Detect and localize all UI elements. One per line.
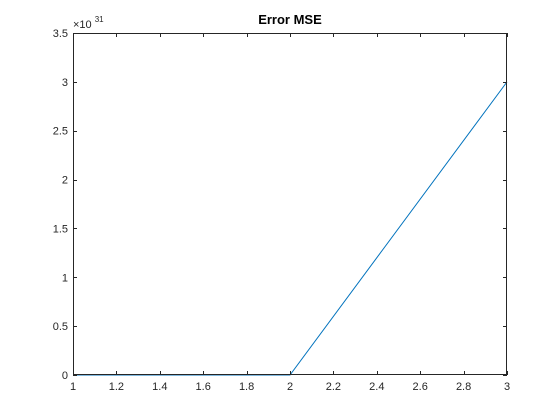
y-tick-label: 1 bbox=[62, 272, 68, 284]
chart-title: Error MSE bbox=[258, 12, 322, 27]
x-tick-label: 2.2 bbox=[326, 381, 341, 393]
y-tick-label: 3.5 bbox=[53, 28, 68, 40]
y-tick-label: 2.5 bbox=[53, 126, 68, 138]
x-tick-label: 3 bbox=[504, 381, 510, 393]
y-axis-exponent-base: ×10 bbox=[73, 19, 92, 31]
y-axis: 0 0.5 1 1.5 2 2.5 3 3.5 bbox=[53, 28, 507, 382]
x-tick-label: 2.8 bbox=[456, 381, 471, 393]
x-axis: 1 1.2 1.4 1.6 1.8 2 2.2 2.4 2.6 2.8 3 bbox=[70, 33, 510, 393]
plot-area bbox=[73, 33, 507, 375]
x-tick-label: 1.2 bbox=[109, 381, 124, 393]
x-tick-label: 2.4 bbox=[369, 381, 384, 393]
y-tick-label: 0 bbox=[62, 370, 68, 382]
axes: 1 1.2 1.4 1.6 1.8 2 2.2 2.4 2.6 2.8 3 0 0.5 1 1.5 2 2.5… bbox=[53, 28, 510, 393]
y-tick-label: 2 bbox=[62, 175, 68, 187]
x-tick-label: 2.6 bbox=[413, 381, 428, 393]
x-tick-label: 2 bbox=[287, 381, 293, 393]
y-axis-exponent-power: 31 bbox=[95, 15, 104, 24]
x-tick-label: 1 bbox=[70, 381, 76, 393]
x-tick-label: 1.6 bbox=[196, 381, 211, 393]
x-tick-label: 1.8 bbox=[239, 381, 254, 393]
y-tick-label: 0.5 bbox=[53, 321, 68, 333]
y-tick-label: 1.5 bbox=[53, 223, 68, 235]
y-tick-label: 3 bbox=[62, 77, 68, 89]
y-axis-exponent: ×10 31 bbox=[73, 15, 104, 31]
x-tick-label: 1.4 bbox=[152, 381, 167, 393]
